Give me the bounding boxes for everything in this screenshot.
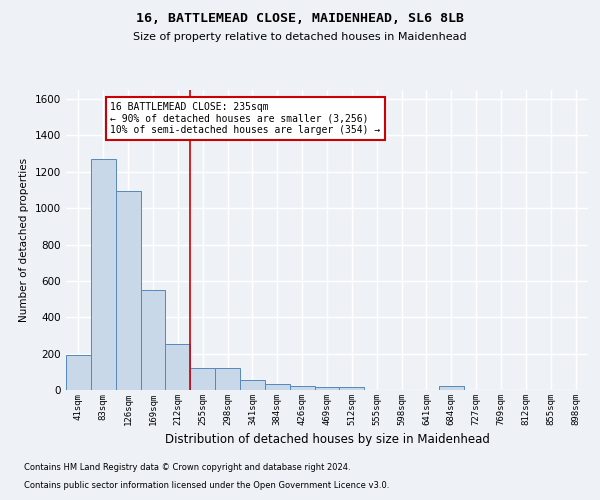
Bar	[66, 355, 91, 390]
Bar	[240, 380, 265, 390]
Bar	[439, 386, 464, 390]
Text: 16 BATTLEMEAD CLOSE: 235sqm
← 90% of detached houses are smaller (3,256)
10% of : 16 BATTLEMEAD CLOSE: 235sqm ← 90% of det…	[110, 102, 380, 135]
Bar	[166, 344, 190, 390]
Bar	[215, 368, 240, 390]
Bar	[340, 388, 364, 390]
Bar	[314, 388, 340, 390]
Bar	[91, 159, 116, 390]
Text: Contains public sector information licensed under the Open Government Licence v3: Contains public sector information licen…	[24, 481, 389, 490]
Y-axis label: Number of detached properties: Number of detached properties	[19, 158, 29, 322]
Bar	[140, 290, 166, 390]
X-axis label: Distribution of detached houses by size in Maidenhead: Distribution of detached houses by size …	[164, 434, 490, 446]
Bar	[116, 191, 140, 390]
Bar	[265, 384, 290, 390]
Text: Contains HM Land Registry data © Crown copyright and database right 2024.: Contains HM Land Registry data © Crown c…	[24, 464, 350, 472]
Bar	[290, 386, 314, 390]
Bar	[190, 368, 215, 390]
Text: 16, BATTLEMEAD CLOSE, MAIDENHEAD, SL6 8LB: 16, BATTLEMEAD CLOSE, MAIDENHEAD, SL6 8L…	[136, 12, 464, 26]
Text: Size of property relative to detached houses in Maidenhead: Size of property relative to detached ho…	[133, 32, 467, 42]
